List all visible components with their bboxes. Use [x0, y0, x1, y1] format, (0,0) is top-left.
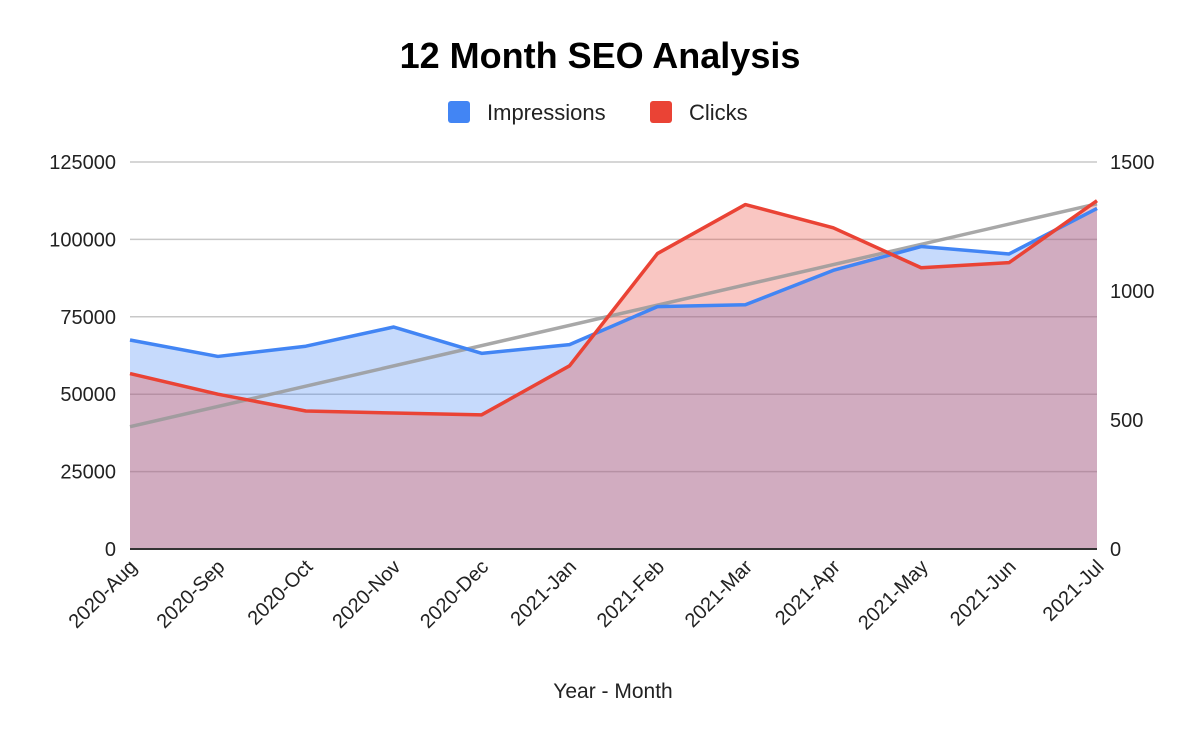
- x-tick-label: 2021-Jun: [946, 556, 1021, 631]
- area-clicks: [130, 200, 1097, 549]
- legend-swatch-impressions: [448, 101, 470, 123]
- x-axis: 2020-Aug 2020-Sep 2020-Oct 2020-Nov 2020-Dec…: [65, 548, 1109, 634]
- legend: Impressions Clicks: [448, 100, 748, 125]
- y-axis-left: 0 25000 50000 75000 100000 125000: [49, 152, 116, 561]
- y-left-tick-label: 125000: [49, 152, 116, 174]
- x-tick-label: 2021-Apr: [771, 556, 845, 630]
- x-tick-label: 2020-Aug: [65, 556, 142, 633]
- y-left-tick-label: 50000: [60, 384, 116, 406]
- y-right-tick-label: 500: [1110, 410, 1143, 432]
- legend-label-clicks: Clicks: [689, 100, 748, 125]
- x-tick-label: 2021-Feb: [593, 556, 669, 632]
- y-axis-right: 0 500 1000 1500: [1110, 152, 1155, 561]
- y-left-tick-label: 75000: [60, 307, 116, 329]
- y-left-tick-label: 25000: [60, 462, 116, 484]
- x-tick-label: 2021-May: [854, 556, 932, 634]
- legend-swatch-clicks: [650, 101, 672, 123]
- trendline: [129, 202, 1098, 429]
- line-clicks: [129, 199, 1099, 417]
- legend-label-impressions: Impressions: [487, 100, 606, 125]
- y-right-tick-label: 1500: [1110, 152, 1155, 174]
- area-impressions: [130, 208, 1097, 549]
- x-axis-label: Year - Month: [553, 680, 672, 703]
- y-right-tick-label: 1000: [1110, 281, 1155, 303]
- x-tick-label: 2021-Jul: [1039, 556, 1109, 626]
- x-tick-label: 2020-Oct: [244, 556, 318, 630]
- x-tick-label: 2020-Nov: [328, 556, 405, 633]
- x-tick-label: 2021-Mar: [681, 556, 757, 632]
- line-impressions: [129, 206, 1098, 359]
- series-lines: [129, 199, 1099, 417]
- x-tick-label: 2020-Sep: [153, 556, 230, 633]
- x-tick-label: 2021-Jan: [507, 556, 582, 631]
- trendline-impressions: [129, 202, 1098, 429]
- y-left-tick-label: 100000: [49, 229, 116, 251]
- y-right-tick-label: 0: [1110, 539, 1121, 561]
- series-areas: [130, 200, 1097, 549]
- x-tick-label: 2020-Dec: [416, 556, 493, 633]
- chart-title: 12 Month SEO Analysis: [400, 35, 801, 76]
- y-left-tick-label: 0: [105, 539, 116, 561]
